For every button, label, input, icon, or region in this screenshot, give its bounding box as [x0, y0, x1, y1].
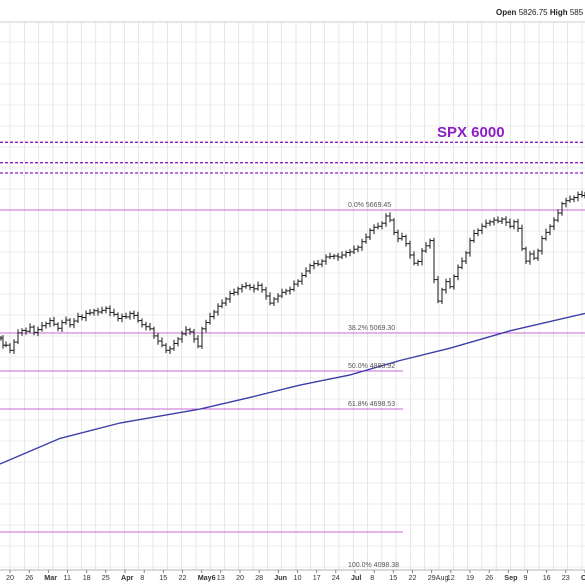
x-tick-label: 24	[332, 573, 340, 582]
x-tick-label: 22	[409, 573, 417, 582]
x-tick-label: 10	[294, 573, 302, 582]
x-tick-label: 13	[217, 573, 225, 582]
x-tick-label: 8	[140, 573, 144, 582]
x-tick-label: 16	[543, 573, 551, 582]
fib-label: 0.0% 5669.45	[348, 202, 391, 209]
x-tick-label: Sep	[504, 573, 518, 582]
x-tick-label: 15	[389, 573, 397, 582]
fib-label: 38.2% 5069.30	[348, 325, 395, 332]
annotation-spx-6000: SPX 6000	[437, 124, 505, 141]
x-tick-label: C	[581, 573, 585, 582]
x-tick-label: May6	[198, 573, 216, 582]
x-tick-label: Apr	[121, 573, 134, 582]
x-tick-label: 11	[64, 573, 71, 582]
chart-grid	[0, 21, 585, 571]
moving-average-layer	[0, 312, 585, 465]
x-tick-label: 29Aug	[428, 573, 449, 582]
x-tick-label: 22	[179, 573, 187, 582]
fib-label: 100.0% 4098.38	[348, 562, 399, 569]
x-axis-ticks: 20 26 Mar 11 18 25 Apr 8 15 22 May6 13 20 28 Jun 10 17 24…	[6, 570, 585, 582]
fib-labels-layer: 0.0% 5669.45 38.2% 5069.30 50.0% 4883.92 61…	[348, 202, 399, 569]
x-tick-label: 28	[255, 573, 263, 582]
x-tick-label: 15	[159, 573, 167, 582]
x-tick-label: 26	[25, 573, 33, 582]
ohlc-readout: Open 5826.75 High 585	[496, 8, 583, 17]
x-tick-label: 12	[447, 573, 455, 582]
x-tick-label: 20	[6, 573, 14, 582]
moving-average-line	[0, 312, 585, 465]
x-tick-label: 26	[485, 573, 493, 582]
high-label: High	[549, 8, 568, 17]
x-tick-label: 18	[83, 573, 91, 582]
level-lines	[0, 141, 585, 533]
x-tick-label: Jul	[351, 573, 361, 582]
x-tick-label: 25	[102, 573, 110, 582]
x-tick-label: 17	[313, 573, 321, 582]
x-tick-label: 20	[236, 573, 244, 582]
fib-label: 61.8% 4698.53	[348, 401, 395, 408]
x-tick-label: Jun	[274, 573, 287, 582]
fib-label: 50.0% 4883.92	[348, 363, 395, 370]
x-tick-label: 8	[370, 573, 374, 582]
high-value: 585	[569, 8, 584, 17]
x-tick-label: 9	[524, 573, 528, 582]
x-tick-label: 19	[466, 573, 474, 582]
price-bars-layer	[0, 190, 585, 354]
x-tick-label: Mar	[44, 573, 57, 582]
open-value: 5826.75	[518, 8, 548, 17]
open-label: Open	[496, 8, 517, 17]
x-tick-label: 23	[562, 573, 570, 582]
